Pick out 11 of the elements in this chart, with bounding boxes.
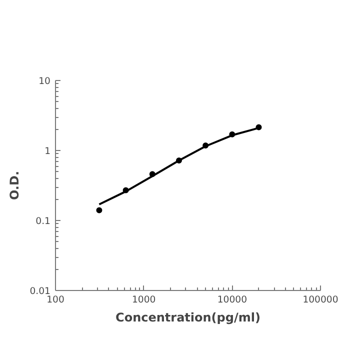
x-tick-label: 10000 — [217, 294, 248, 306]
x-tick-label: 100 — [46, 294, 64, 306]
y-tick-label: 10 — [38, 76, 51, 87]
point — [96, 207, 102, 214]
x-axis-title: Concentration(pg/ml) — [116, 310, 260, 324]
y-tick-label: 0.01 — [30, 286, 51, 297]
y-tick-label: 0.1 — [36, 216, 51, 227]
y-tick-label: 1 — [44, 146, 51, 157]
y-axis-title: O.D. — [8, 170, 22, 200]
x-tick-label: 100000 — [302, 294, 338, 306]
x-tick-label: 1000 — [132, 294, 156, 306]
